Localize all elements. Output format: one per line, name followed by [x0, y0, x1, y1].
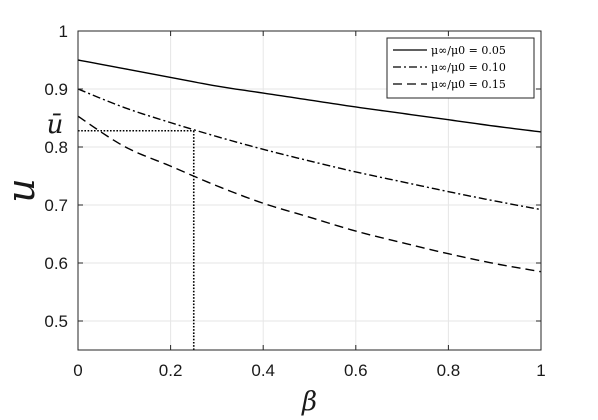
series-line-3: [77, 115, 542, 273]
legend-label-1: μ∞/μ0 = 0.05: [431, 44, 506, 57]
x-tick-label: 0.6: [344, 361, 368, 380]
legend-box: [386, 37, 535, 99]
y-tick-label: 0.7: [44, 196, 68, 215]
legend: μ∞/μ0 = 0.05 μ∞/μ0 = 0.10 μ∞/μ0 = 0.15: [386, 37, 535, 99]
y-tick-label: 0.6: [44, 254, 68, 273]
x-tick-label: 1: [536, 361, 545, 380]
annotation-layer: ū: [47, 110, 195, 350]
ubar-label: ū: [47, 110, 64, 140]
tick-labels: 0 0.2 0.4 0.6 0.8 1 0.5 0.6 0.7 0.8 0.9 1: [44, 22, 545, 380]
series-line-1: [77, 59, 542, 133]
y-axis-title: u: [0, 178, 43, 202]
y-tick-label: 0.5: [44, 312, 68, 331]
legend-label-3: μ∞/μ0 = 0.15: [431, 78, 506, 91]
x-axis-title: β: [301, 387, 317, 417]
x-tick-label: 0.4: [251, 361, 275, 380]
ticks: [77, 30, 542, 350]
x-tick-label: 0.8: [437, 361, 461, 380]
y-tick-label: 0.8: [44, 138, 68, 157]
y-tick-label: 0.9: [44, 80, 68, 99]
y-tick-label: 1: [59, 22, 68, 41]
series-layer: [77, 59, 542, 273]
legend-label-2: μ∞/μ0 = 0.10: [431, 61, 506, 74]
x-tick-label: 0: [73, 361, 82, 380]
series-line-2: [77, 88, 542, 211]
x-tick-label: 0.2: [159, 361, 183, 380]
plot-area: [77, 30, 542, 351]
